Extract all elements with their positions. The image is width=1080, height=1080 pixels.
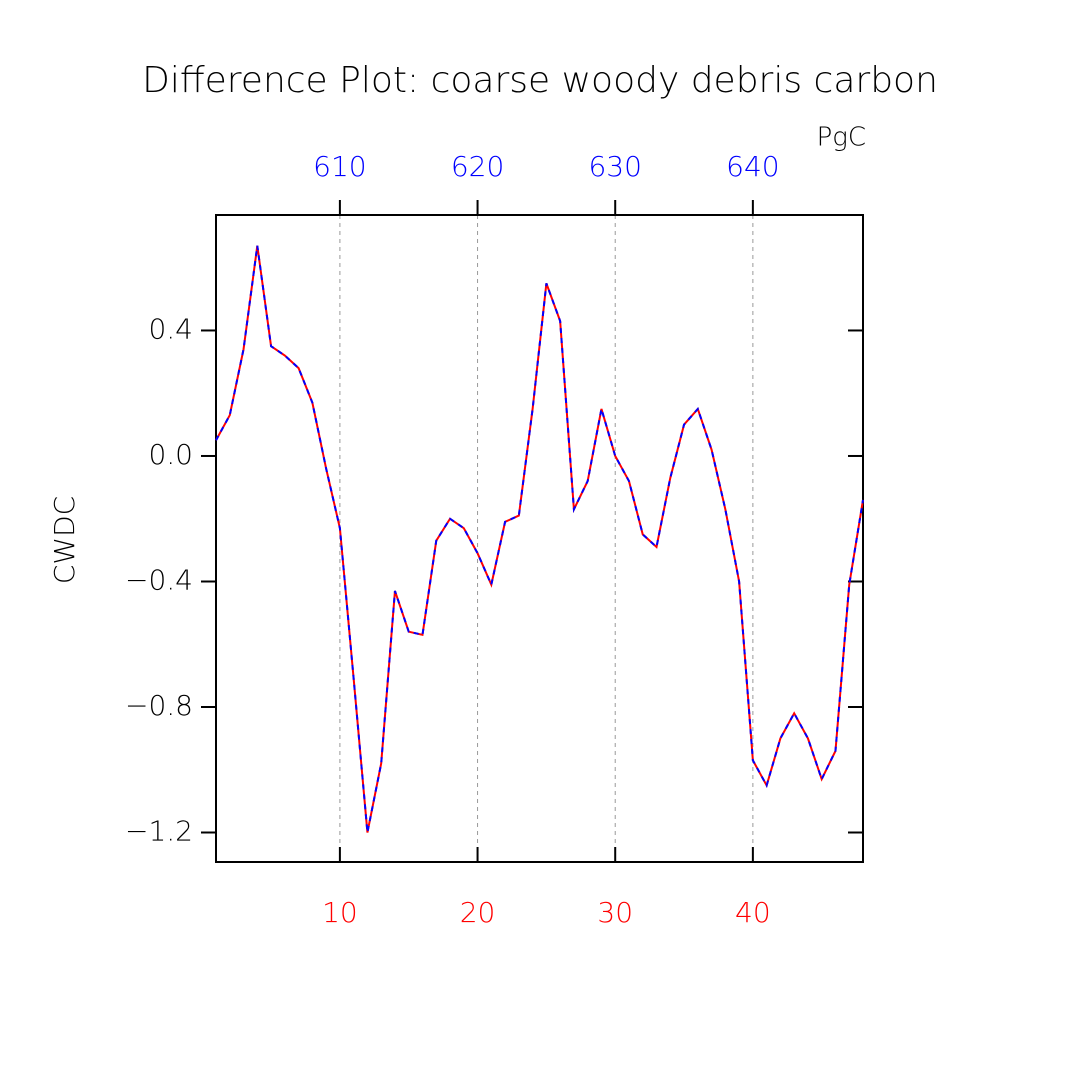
y-tick-label: −1.2 [125, 815, 193, 848]
y-tick-label: 0.4 [148, 312, 193, 345]
line-series [215, 245, 864, 833]
y-axis-label: CWDC [48, 496, 81, 584]
x2-axis-label: PgC [817, 123, 866, 153]
x-tick-label: 40 [735, 896, 771, 929]
y-tick-label: −0.4 [125, 563, 193, 596]
x-tick-label: 10 [322, 896, 358, 929]
x2-tick-label: 640 [726, 150, 779, 183]
plot-frame [215, 214, 864, 863]
y-tick-label: −0.8 [125, 689, 193, 722]
line-series [215, 245, 864, 833]
x2-tick-label: 630 [588, 150, 641, 183]
x-tick-label: 30 [597, 896, 633, 929]
y-tick-label: 0.0 [148, 438, 193, 471]
x2-tick-label: 610 [313, 150, 366, 183]
chart-title: Difference Plot: coarse woody debris car… [142, 60, 938, 101]
x-tick-label: 20 [460, 896, 496, 929]
x2-tick-label: 620 [451, 150, 504, 183]
